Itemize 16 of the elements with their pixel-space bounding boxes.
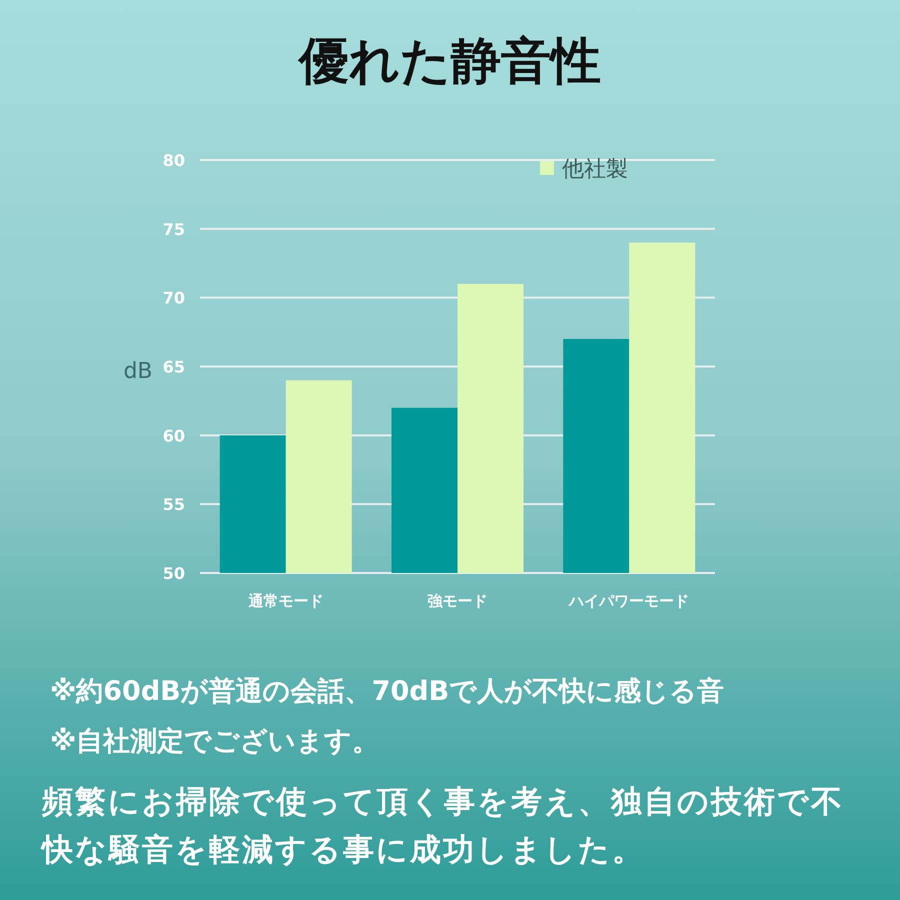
y-tick-label: 70 [162,288,185,308]
x-tick-label: 強モード [428,592,488,610]
y-tick-label: 60 [162,426,185,446]
text: ※自社測定でございます。 [50,726,380,757]
y-tick-label: 75 [162,220,185,239]
x-tick-label: 通常モード [247,592,324,610]
y-tick-label: 50 [162,564,185,583]
y-tick-label: 80 [162,151,185,170]
x-tick-label: ハイパワーモード [568,592,690,610]
chart-title: 優れた静音性 [297,32,601,90]
y-tick-label: 65 [162,358,185,376]
text: ※約60dBが普通の会話、70dBで人が不快に感じる音 [50,676,724,707]
y-tick-label: 55 [162,495,185,514]
y-axis-title: dB [123,359,153,384]
text: 頻繁にお掃除で使って頂く事を考え、独自の技術で不快な騒音を軽減する事に成功しました。 [40,784,844,868]
legend-label: 他社製 [562,157,628,182]
